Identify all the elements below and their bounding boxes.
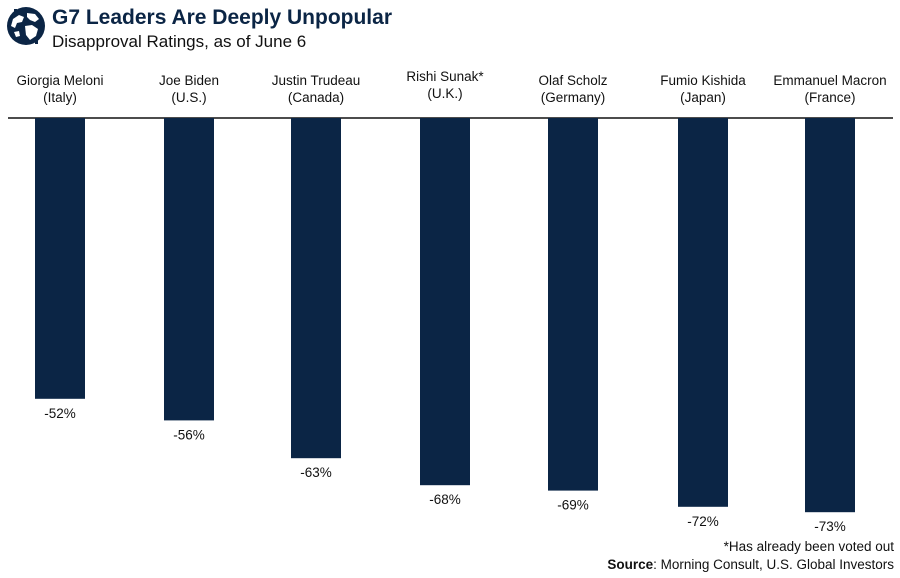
bar-2 [291,118,341,459]
leader-name: Emmanuel Macron [773,73,887,88]
leader-country: (U.S.) [171,90,207,105]
leader-name: Justin Trudeau [271,73,361,88]
bar-1 [164,118,214,421]
leader-name: Giorgia Meloni [16,73,104,88]
source-label: Source [607,557,654,572]
chart-title: G7 Leaders Are Deeply Unpopular [52,6,392,29]
bar-6 [805,118,855,513]
leader-country: (Italy) [43,90,77,105]
footnote: *Has already been voted out [723,539,894,554]
category-label-6: Emmanuel Macron (France) [767,72,893,106]
category-label-5: Fumio Kishida (Japan) [640,72,766,106]
data-label-5: -72% [687,514,719,529]
bar-5 [678,118,728,507]
data-label-1: -56% [173,427,205,442]
bar-0 [35,118,85,399]
globe-icon [7,7,45,45]
category-label-3: Rishi Sunak* (U.K.) [382,68,508,102]
chart-subtitle: Disapproval Ratings, as of June 6 [52,32,307,51]
leader-country: (Canada) [287,90,345,105]
data-label-3: -68% [429,492,461,507]
data-label-0: -52% [44,406,76,421]
leader-name: Fumio Kishida [660,73,746,88]
category-label-2: Justin Trudeau (Canada) [253,72,379,106]
bar-3 [420,118,470,486]
source-note: Source: Morning Consult, U.S. Global Inv… [607,557,894,572]
category-label-1: Joe Biden (U.S.) [126,72,252,106]
leader-country: (Germany) [540,90,606,105]
data-label-2: -63% [300,465,332,480]
leader-name: Joe Biden [158,73,220,88]
source-text: : Morning Consult, U.S. Global Investors [653,557,894,572]
leader-name: Olaf Scholz [538,73,608,88]
bar-4 [548,118,598,491]
category-label-4: Olaf Scholz (Germany) [510,72,636,106]
leader-name: Rishi Sunak* [406,69,484,84]
leader-country: (Japan) [680,90,726,105]
category-label-0: Giorgia Meloni (Italy) [0,72,123,106]
leader-country: (U.K.) [427,86,463,101]
leader-country: (France) [804,90,856,105]
data-label-4: -69% [557,498,589,513]
data-label-6: -73% [814,519,846,534]
